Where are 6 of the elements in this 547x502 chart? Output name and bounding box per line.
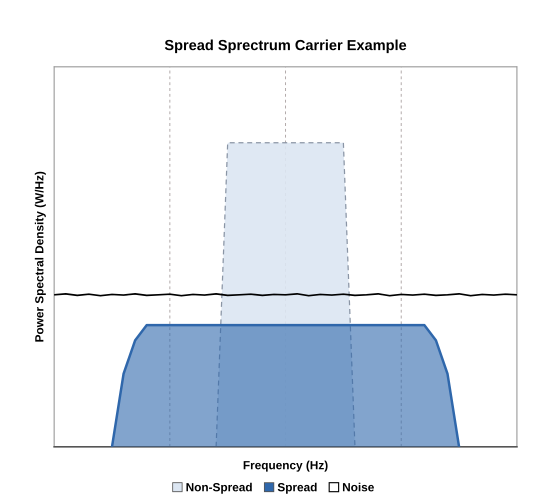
y-axis-title: Power Spectral Density (W/Hz) [34,172,46,342]
legend-label: Spread [278,482,317,494]
chart-title: Spread Sprectrum Carrier Example [164,40,406,54]
x-axis-title: Frequency (Hz) [244,460,328,472]
legend-label: Non-Spread [186,482,252,494]
legend-label: Noise [342,482,374,492]
